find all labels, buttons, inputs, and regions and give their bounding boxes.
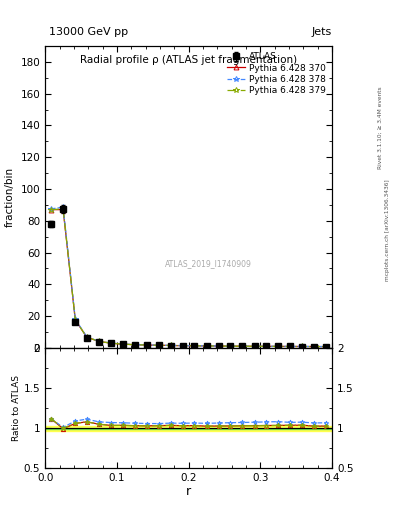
Pythia 6.428 379	[73, 317, 78, 323]
Text: Jets: Jets	[311, 27, 331, 37]
Pythia 6.428 379	[299, 344, 304, 350]
Pythia 6.428 379	[132, 342, 137, 348]
Pythia 6.428 370	[49, 206, 53, 212]
Pythia 6.428 370	[324, 344, 329, 350]
Pythia 6.428 379	[145, 342, 149, 348]
Pythia 6.428 370	[240, 343, 245, 349]
Pythia 6.428 378	[299, 344, 304, 350]
Pythia 6.428 370	[276, 344, 281, 350]
Pythia 6.428 370	[61, 206, 66, 212]
Pythia 6.428 378	[168, 343, 173, 349]
Pythia 6.428 378	[264, 343, 268, 349]
Pythia 6.428 378	[73, 316, 78, 322]
Pythia 6.428 370	[120, 341, 125, 347]
Pythia 6.428 378	[217, 343, 221, 349]
Pythia 6.428 370	[168, 343, 173, 349]
Pythia 6.428 378	[97, 338, 101, 345]
Pythia 6.428 370	[299, 344, 304, 350]
Pythia 6.428 379	[49, 206, 53, 212]
Pythia 6.428 370	[228, 343, 233, 349]
Pythia 6.428 378	[120, 341, 125, 347]
Text: ATLAS_2019_I1740909: ATLAS_2019_I1740909	[165, 259, 252, 268]
Pythia 6.428 370	[180, 343, 185, 349]
Pythia 6.428 379	[84, 334, 89, 340]
Pythia 6.428 379	[192, 343, 197, 349]
Pythia 6.428 370	[97, 338, 101, 345]
Pythia 6.428 370	[264, 343, 268, 349]
Pythia 6.428 379	[288, 344, 293, 350]
X-axis label: r: r	[186, 485, 191, 498]
Pythia 6.428 370	[252, 343, 257, 349]
Pythia 6.428 378	[145, 342, 149, 348]
Y-axis label: Ratio to ATLAS: Ratio to ATLAS	[12, 375, 21, 441]
Line: Pythia 6.428 378: Pythia 6.428 378	[48, 204, 329, 349]
Pythia 6.428 379	[61, 206, 66, 212]
Pythia 6.428 378	[204, 343, 209, 349]
Pythia 6.428 378	[180, 343, 185, 349]
Y-axis label: fraction/bin: fraction/bin	[5, 167, 15, 227]
Pythia 6.428 370	[217, 343, 221, 349]
Pythia 6.428 378	[61, 204, 66, 210]
Pythia 6.428 379	[217, 343, 221, 349]
Pythia 6.428 379	[180, 343, 185, 349]
Pythia 6.428 378	[228, 343, 233, 349]
Pythia 6.428 378	[156, 342, 161, 348]
Pythia 6.428 370	[204, 343, 209, 349]
Pythia 6.428 378	[240, 343, 245, 349]
Pythia 6.428 378	[132, 342, 137, 348]
Pythia 6.428 379	[264, 343, 268, 349]
Pythia 6.428 379	[324, 344, 329, 350]
Pythia 6.428 379	[97, 338, 101, 345]
Pythia 6.428 379	[109, 340, 114, 346]
Pythia 6.428 378	[324, 344, 329, 350]
Pythia 6.428 379	[156, 342, 161, 348]
Pythia 6.428 370	[312, 344, 316, 350]
Pythia 6.428 379	[240, 343, 245, 349]
Pythia 6.428 370	[156, 342, 161, 348]
Pythia 6.428 379	[168, 343, 173, 349]
Text: mcplots.cern.ch [arXiv:1306.3436]: mcplots.cern.ch [arXiv:1306.3436]	[385, 180, 389, 281]
Pythia 6.428 378	[84, 334, 89, 340]
Text: Rivet 3.1.10; ≥ 3.4M events: Rivet 3.1.10; ≥ 3.4M events	[378, 87, 383, 169]
Pythia 6.428 378	[192, 343, 197, 349]
Pythia 6.428 370	[84, 334, 89, 340]
Pythia 6.428 379	[228, 343, 233, 349]
Pythia 6.428 379	[312, 344, 316, 350]
Pythia 6.428 379	[120, 341, 125, 347]
Pythia 6.428 370	[109, 340, 114, 346]
Legend: ATLAS, Pythia 6.428 370, Pythia 6.428 378, Pythia 6.428 379: ATLAS, Pythia 6.428 370, Pythia 6.428 37…	[226, 51, 328, 97]
Pythia 6.428 378	[288, 344, 293, 350]
Pythia 6.428 370	[145, 342, 149, 348]
Line: Pythia 6.428 379: Pythia 6.428 379	[48, 206, 329, 349]
Pythia 6.428 379	[252, 343, 257, 349]
Pythia 6.428 379	[276, 344, 281, 350]
Pythia 6.428 370	[73, 317, 78, 323]
Pythia 6.428 378	[252, 343, 257, 349]
Pythia 6.428 378	[312, 344, 316, 350]
Pythia 6.428 379	[204, 343, 209, 349]
Line: Pythia 6.428 370: Pythia 6.428 370	[48, 207, 329, 349]
Pythia 6.428 370	[132, 342, 137, 348]
Pythia 6.428 378	[49, 206, 53, 212]
Pythia 6.428 370	[288, 344, 293, 350]
Text: 13000 GeV pp: 13000 GeV pp	[49, 27, 128, 37]
Pythia 6.428 378	[276, 343, 281, 349]
Text: Radial profile ρ (ATLAS jet fragmentation): Radial profile ρ (ATLAS jet fragmentatio…	[80, 55, 297, 65]
Pythia 6.428 378	[109, 340, 114, 346]
Pythia 6.428 370	[192, 343, 197, 349]
